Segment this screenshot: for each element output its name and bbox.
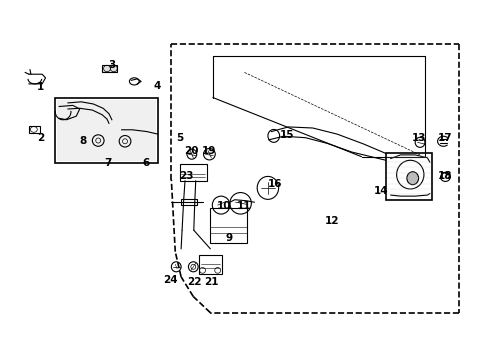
Bar (102, 64, 117, 72)
Text: 13: 13 (411, 133, 426, 143)
Text: 16: 16 (267, 179, 282, 189)
Text: 20: 20 (184, 145, 199, 156)
Text: 10: 10 (216, 201, 231, 211)
Text: 21: 21 (203, 277, 218, 287)
Text: 18: 18 (437, 171, 452, 181)
Text: 23: 23 (179, 171, 193, 181)
Text: 6: 6 (142, 158, 149, 168)
Text: 3: 3 (108, 60, 115, 70)
Bar (57, 100, 156, 161)
Bar (210, 208, 246, 243)
Bar (181, 199, 196, 205)
Text: 12: 12 (325, 216, 339, 226)
Text: 5: 5 (176, 133, 183, 143)
Text: 11: 11 (237, 201, 251, 211)
Text: 7: 7 (104, 158, 111, 168)
Text: 2: 2 (37, 133, 44, 143)
Bar (198, 255, 222, 274)
Bar (55, 98, 158, 163)
Text: 9: 9 (225, 233, 232, 243)
Text: 19: 19 (202, 145, 216, 156)
Bar (385, 153, 431, 200)
Text: 8: 8 (79, 136, 86, 146)
Text: 24: 24 (163, 275, 177, 285)
Text: 22: 22 (187, 277, 202, 287)
Ellipse shape (406, 172, 418, 185)
Text: 14: 14 (373, 186, 387, 196)
Text: 15: 15 (280, 130, 294, 140)
Text: 4: 4 (153, 81, 160, 91)
Bar (29, 126, 40, 133)
Text: 1: 1 (37, 82, 44, 92)
Text: 17: 17 (437, 133, 452, 143)
Bar (180, 163, 206, 181)
